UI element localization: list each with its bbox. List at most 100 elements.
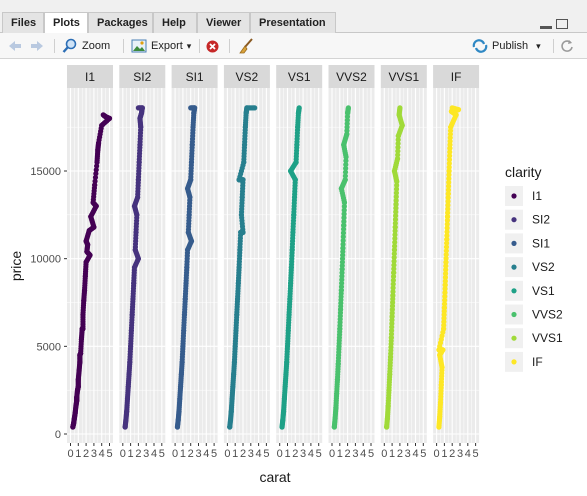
data-point-vs2: [231, 371, 237, 377]
facet-label-vvs1: VVS1: [388, 70, 419, 84]
facet-label-si2: SI2: [133, 70, 151, 84]
data-point-i1: [83, 259, 89, 265]
tab-plots[interactable]: Plots: [44, 12, 88, 34]
x-tick-label: 0: [120, 448, 126, 460]
data-point-if: [442, 278, 448, 284]
data-point-if: [446, 172, 452, 178]
data-point-vs1: [290, 229, 296, 235]
facet-strip-if: [433, 65, 480, 88]
data-point-vvs2: [343, 165, 349, 171]
data-point-vvs1: [395, 133, 401, 139]
tab-viewer[interactable]: Viewer: [197, 12, 250, 33]
data-point-vs2: [241, 159, 247, 165]
data-point-vs1: [286, 312, 292, 318]
data-point-si2: [129, 312, 135, 318]
data-point-vvs1: [393, 197, 399, 204]
minimize-pane-icon[interactable]: [540, 26, 552, 29]
legend-label-si2: SI2: [532, 213, 550, 227]
data-point-si2: [137, 142, 143, 148]
data-point-if: [445, 202, 451, 208]
y-tick-label: 15000: [30, 166, 61, 178]
data-point-vvs2: [337, 306, 344, 313]
data-point-if: [445, 191, 451, 197]
data-point-vs1: [280, 417, 286, 423]
refresh-button[interactable]: [560, 38, 574, 54]
data-point-i1: [83, 238, 89, 244]
data-point-i1: [94, 159, 100, 165]
tab-files[interactable]: Files: [2, 12, 44, 33]
facet-strip-si2: [119, 65, 166, 88]
data-point-vs2: [244, 105, 250, 111]
tab-packages[interactable]: Packages: [88, 12, 153, 33]
data-point-if: [436, 347, 442, 353]
x-tick-label: 3: [352, 448, 358, 460]
forward-button[interactable]: [30, 38, 44, 54]
x-tick-label: 1: [232, 448, 238, 460]
legend-label-vs2: VS2: [532, 260, 555, 274]
remove-plot-button[interactable]: [206, 38, 219, 54]
maximize-pane-icon[interactable]: [556, 19, 568, 29]
data-point-vvs2: [341, 142, 347, 148]
data-point-si1: [179, 359, 185, 365]
facet-strip-vvs1: [380, 65, 427, 88]
data-point-i1: [92, 174, 99, 181]
data-point-vvs1: [390, 281, 396, 287]
data-point-if: [448, 124, 454, 130]
zoom-button[interactable]: Zoom: [62, 38, 110, 54]
data-point-if: [437, 352, 443, 358]
data-point-vvs1: [392, 216, 399, 223]
data-point-si2: [135, 105, 141, 111]
legend-swatch-vvs2: [511, 311, 517, 318]
data-point-vvs2: [333, 405, 339, 411]
data-point-vvs1: [390, 289, 396, 295]
publish-button[interactable]: Publish ▾: [472, 38, 541, 54]
data-point-vs1: [295, 110, 302, 116]
data-point-vvs1: [393, 186, 400, 192]
arrow-left-icon: [9, 41, 21, 51]
facet-strip-i1: [67, 65, 113, 88]
data-point-if: [446, 175, 452, 182]
data-point-i1: [75, 377, 81, 383]
facet-label-vs1: VS1: [288, 70, 311, 84]
tab-help[interactable]: Help: [153, 12, 197, 33]
facet-strip-vvs2: [328, 65, 375, 88]
refresh-icon: [561, 40, 573, 52]
export-button[interactable]: Export ▾: [131, 38, 191, 54]
data-point-si2: [133, 229, 139, 235]
data-point-vs2: [232, 343, 238, 349]
tab-presentation[interactable]: Presentation: [250, 12, 336, 33]
y-tick-label: 0: [55, 429, 61, 441]
data-point-si1: [178, 371, 184, 377]
data-point-vvs2: [336, 343, 342, 349]
x-tick-label: 0: [434, 448, 440, 460]
data-point-vvs1: [390, 285, 396, 291]
x-tick-label: 3: [248, 448, 254, 460]
data-point-vvs1: [397, 105, 403, 111]
x-tick-label: 3: [457, 448, 463, 460]
x-tick-label: 5: [211, 448, 217, 460]
data-point-vs2: [227, 424, 233, 430]
data-point-if: [443, 248, 449, 254]
data-point-si2: [131, 203, 138, 209]
data-point-vvs1: [399, 122, 405, 129]
data-point-if: [442, 289, 448, 296]
zoom-icon: [62, 38, 77, 53]
back-button[interactable]: [8, 38, 22, 54]
x-tick-label: 1: [441, 448, 447, 460]
data-point-vvs2: [337, 326, 343, 332]
data-point-vvs1: [387, 354, 394, 360]
data-point-vvs2: [340, 234, 346, 240]
data-point-vvs2: [343, 154, 349, 160]
data-point-vs2: [243, 110, 249, 116]
data-point-vvs1: [392, 228, 398, 234]
data-point-vs1: [291, 194, 298, 200]
data-point-si1: [175, 417, 181, 423]
clear-all-plots-button[interactable]: [238, 38, 254, 54]
data-point-si1: [183, 280, 189, 286]
data-point-if: [438, 382, 444, 388]
data-point-if: [447, 149, 453, 155]
data-point-vvs1: [392, 224, 398, 230]
data-point-vvs1: [384, 424, 390, 430]
data-point-i1: [78, 336, 85, 342]
facet-strip-si1: [171, 65, 218, 88]
